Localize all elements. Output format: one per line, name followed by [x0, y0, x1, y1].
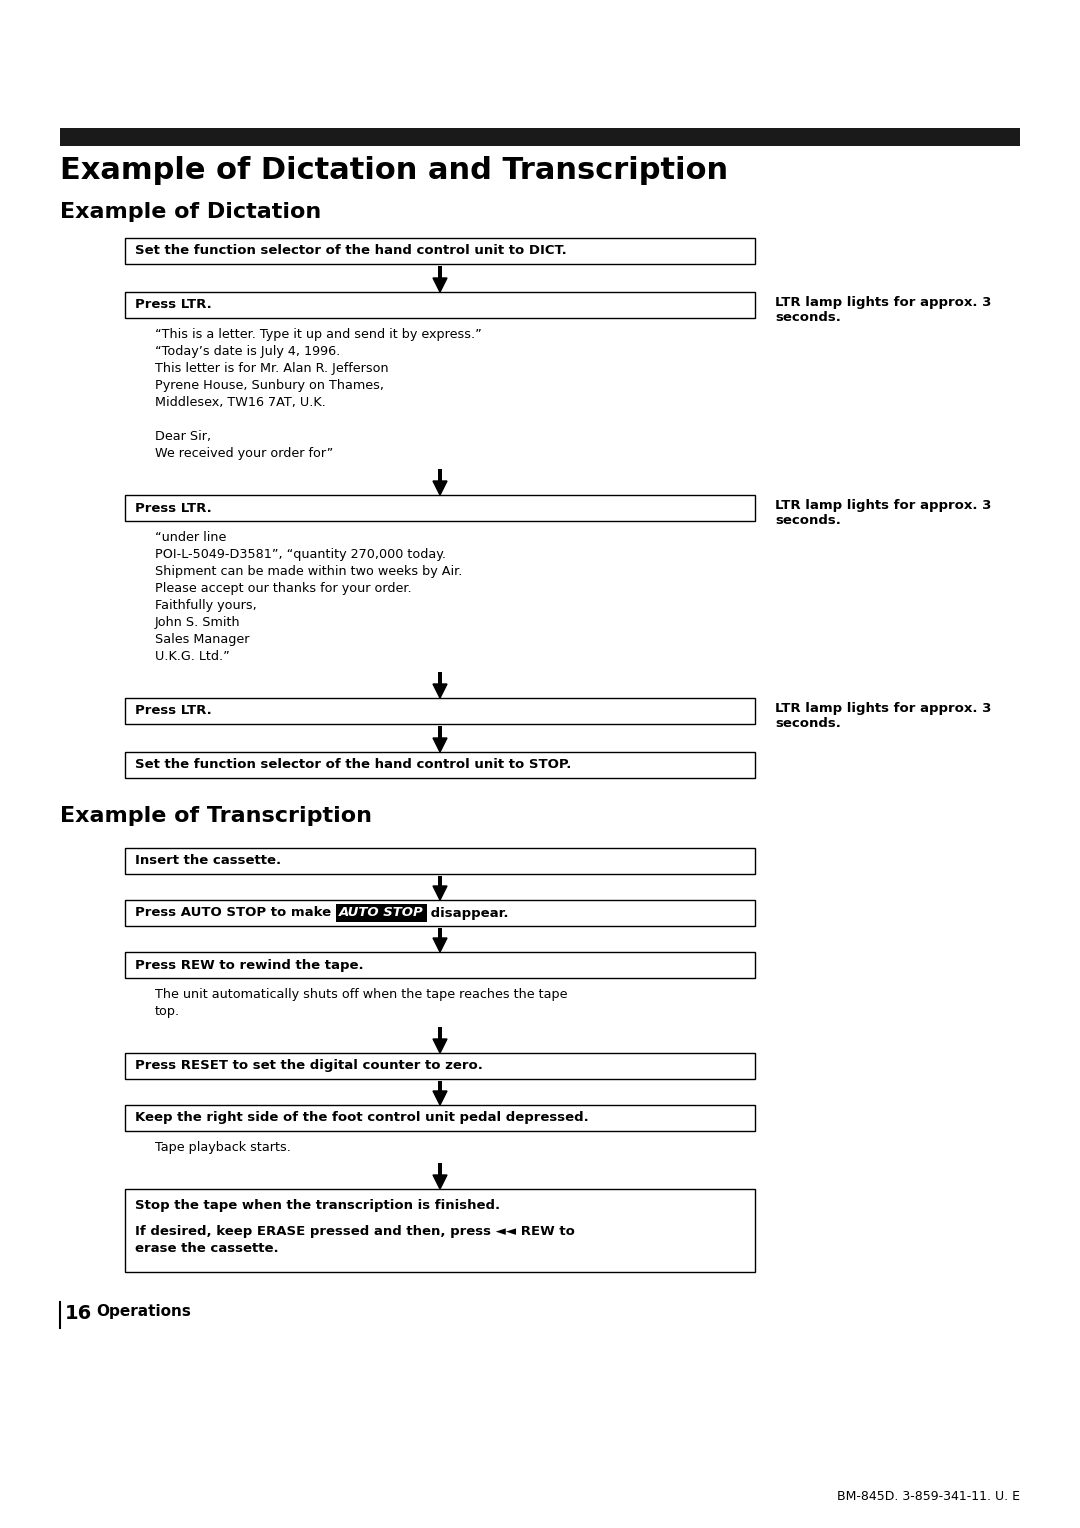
Text: Middlesex, TW16 7AT, U.K.: Middlesex, TW16 7AT, U.K. [156, 396, 326, 410]
Bar [125, 238, 755, 264]
Bar [125, 292, 755, 318]
Text: Insert the cassette.: Insert the cassette. [135, 854, 281, 868]
Text: “under line: “under line [156, 532, 227, 544]
Bar [60, 128, 1020, 147]
Text: Shipment can be made within two weeks by Air.: Shipment can be made within two weeks by… [156, 565, 462, 578]
Text: Please accept our thanks for your order.: Please accept our thanks for your order. [156, 582, 411, 594]
Bar [438, 1080, 442, 1091]
Polygon shape [433, 1039, 447, 1053]
Bar [125, 1189, 755, 1273]
Bar [125, 495, 755, 521]
Polygon shape [433, 886, 447, 900]
Text: LTR lamp lights for approx. 3
seconds.: LTR lamp lights for approx. 3 seconds. [775, 296, 991, 324]
Text: Press RESET to set the digital counter to zero.: Press RESET to set the digital counter t… [135, 1059, 483, 1073]
Text: John S. Smith: John S. Smith [156, 616, 241, 630]
Polygon shape [433, 738, 447, 752]
Text: 16: 16 [65, 1305, 92, 1323]
Text: The unit automatically shuts off when the tape reaches the tape: The unit automatically shuts off when th… [156, 989, 567, 1001]
Bar [125, 1105, 755, 1131]
Text: Example of Dictation and Transcription: Example of Dictation and Transcription [60, 156, 728, 185]
Text: Tape playback starts.: Tape playback starts. [156, 1141, 291, 1154]
Bar [438, 1027, 442, 1039]
Text: Keep the right side of the foot control unit pedal depressed.: Keep the right side of the foot control … [135, 1111, 589, 1125]
Text: BM-845D. 3-859-341-11. U. E: BM-845D. 3-859-341-11. U. E [837, 1490, 1020, 1504]
Bar [438, 469, 442, 481]
Text: Pyrene House, Sunbury on Thames,: Pyrene House, Sunbury on Thames, [156, 379, 384, 393]
Text: This letter is for Mr. Alan R. Jefferson: This letter is for Mr. Alan R. Jefferson [156, 362, 389, 374]
Polygon shape [433, 278, 447, 292]
Bar [125, 1053, 755, 1079]
Text: Press LTR.: Press LTR. [135, 298, 212, 312]
Text: Press AUTO STOP to make: Press AUTO STOP to make [135, 906, 336, 920]
Polygon shape [433, 938, 447, 952]
Bar [125, 900, 755, 926]
Text: Stop the tape when the transcription is finished.: Stop the tape when the transcription is … [135, 1199, 500, 1212]
Bar [125, 752, 755, 778]
Text: We received your order for”: We received your order for” [156, 448, 334, 460]
Text: AUTO STOP: AUTO STOP [339, 906, 423, 920]
Text: erase the cassette.: erase the cassette. [135, 1241, 279, 1254]
Bar [438, 876, 442, 886]
Text: LTR lamp lights for approx. 3
seconds.: LTR lamp lights for approx. 3 seconds. [775, 701, 991, 730]
Bar [438, 726, 442, 738]
Polygon shape [433, 685, 447, 698]
Bar [438, 266, 442, 278]
Text: disappear.: disappear. [427, 906, 509, 920]
Bar [336, 903, 427, 923]
Text: Press LTR.: Press LTR. [135, 704, 212, 718]
Text: Example of Dictation: Example of Dictation [60, 202, 321, 222]
Text: Example of Transcription: Example of Transcription [60, 805, 372, 827]
Text: U.K.G. Ltd.”: U.K.G. Ltd.” [156, 649, 230, 663]
Bar [438, 927, 442, 938]
Text: Dear Sir,: Dear Sir, [156, 429, 211, 443]
Text: Operations: Operations [96, 1305, 191, 1319]
Bar [438, 672, 442, 685]
Text: top.: top. [156, 1005, 180, 1018]
Text: If desired, keep ERASE pressed and then, press ◄◄ REW to: If desired, keep ERASE pressed and then,… [135, 1224, 575, 1238]
Text: POI-L-5049-D3581”, “quantity 270,000 today.: POI-L-5049-D3581”, “quantity 270,000 tod… [156, 549, 446, 561]
Text: Press LTR.: Press LTR. [135, 501, 212, 515]
Bar [438, 1163, 442, 1175]
Polygon shape [433, 1091, 447, 1105]
Text: Set the function selector of the hand control unit to STOP.: Set the function selector of the hand co… [135, 758, 571, 772]
Bar [125, 952, 755, 978]
Bar [125, 698, 755, 724]
Polygon shape [433, 481, 447, 495]
Text: LTR lamp lights for approx. 3
seconds.: LTR lamp lights for approx. 3 seconds. [775, 500, 991, 527]
Bar [125, 848, 755, 874]
Text: Set the function selector of the hand control unit to DICT.: Set the function selector of the hand co… [135, 244, 567, 258]
Text: Sales Manager: Sales Manager [156, 633, 249, 646]
Text: “This is a letter. Type it up and send it by express.”: “This is a letter. Type it up and send i… [156, 329, 482, 341]
Text: “Today’s date is July 4, 1996.: “Today’s date is July 4, 1996. [156, 345, 340, 358]
Polygon shape [433, 1175, 447, 1189]
Text: Press REW to rewind the tape.: Press REW to rewind the tape. [135, 958, 364, 972]
Text: Faithfully yours,: Faithfully yours, [156, 599, 257, 613]
